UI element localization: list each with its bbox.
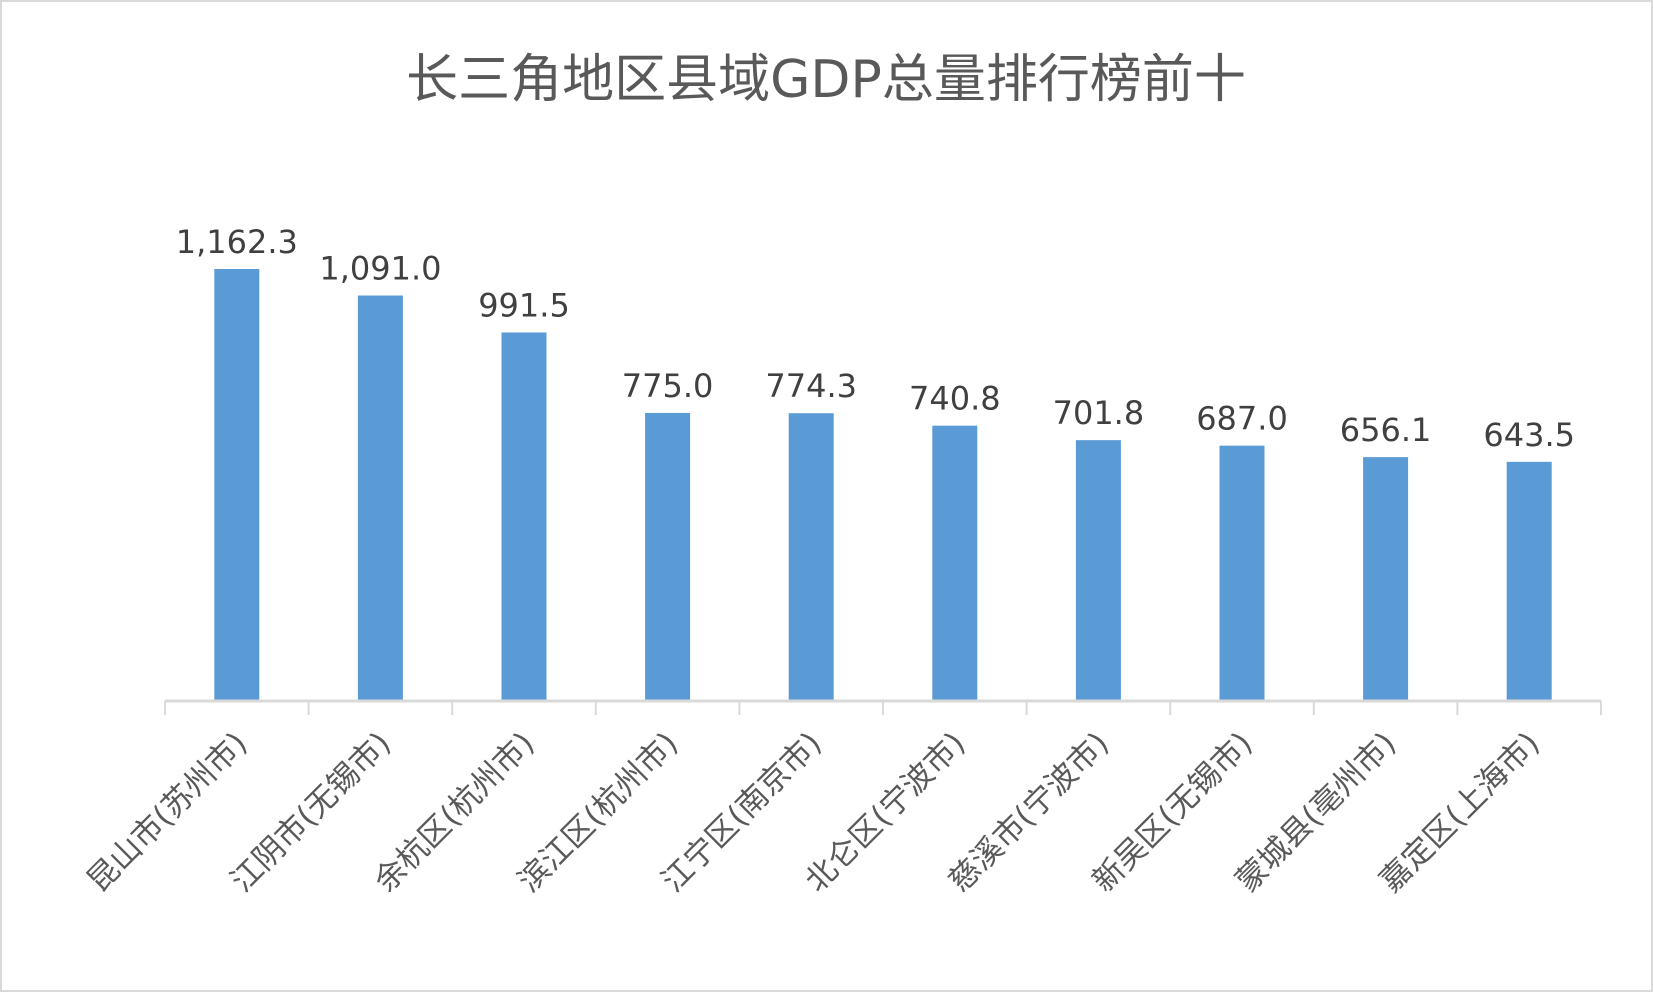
data-label: 1,162.3 xyxy=(176,223,298,261)
bar xyxy=(214,269,260,701)
data-label: 643.5 xyxy=(1483,416,1575,454)
bar xyxy=(501,332,547,701)
chart-title: 长三角地区县域GDP总量排行榜前十 xyxy=(406,50,1246,110)
bar xyxy=(788,413,834,701)
bar xyxy=(357,295,403,701)
data-label: 991.5 xyxy=(478,286,570,324)
bar xyxy=(1075,440,1121,701)
bar xyxy=(645,412,691,701)
data-label: 774.3 xyxy=(765,367,857,405)
bar xyxy=(1219,445,1265,701)
bar xyxy=(1363,457,1409,701)
bar xyxy=(932,425,978,701)
data-label: 1,091.0 xyxy=(319,250,441,288)
data-label: 775.0 xyxy=(622,367,714,405)
data-label: 701.8 xyxy=(1053,394,1145,432)
data-label: 687.0 xyxy=(1196,400,1288,438)
bar xyxy=(1506,461,1552,701)
data-label: 740.8 xyxy=(909,380,1001,418)
data-label: 656.1 xyxy=(1340,411,1432,449)
